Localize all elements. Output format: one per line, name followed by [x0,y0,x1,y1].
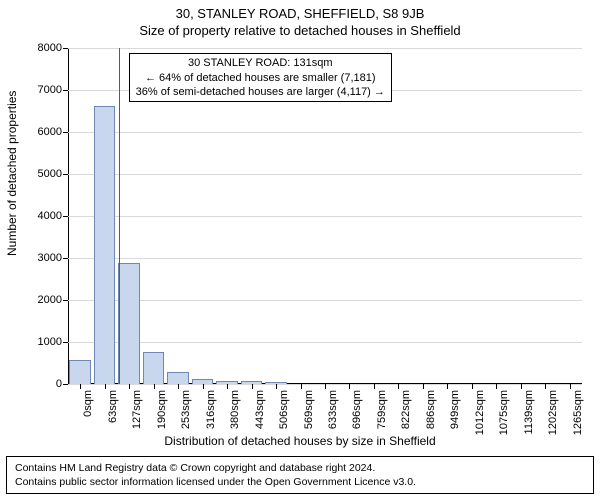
xtick-mark [154,384,155,389]
ytick-mark [63,174,68,175]
ytick-label: 2000 [38,294,62,306]
grid-line [68,216,582,217]
xtick-label: 949sqm [449,390,461,429]
xtick-mark [521,384,522,389]
ytick-mark [63,258,68,259]
xtick-label: 443sqm [254,390,266,429]
chart-container: Number of detached properties 0100020003… [0,42,600,454]
grid-line [68,174,582,175]
grid-line [68,48,582,49]
xtick-label: 253sqm [180,390,192,429]
footer-attribution: Contains HM Land Registry data © Crown c… [6,456,594,494]
xtick-label: 1265sqm [572,390,584,435]
ytick-mark [63,90,68,91]
annotation-line-1: 30 STANLEY ROAD: 131sqm [136,56,385,70]
marker-line [119,48,120,384]
ytick-label: 0 [56,378,62,390]
ytick-label: 8000 [38,42,62,54]
grid-line [68,258,582,259]
footer-line-2: Contains public sector information licen… [15,475,585,489]
xtick-label: 127sqm [131,390,143,429]
xtick-label: 506sqm [278,390,290,429]
bar [69,360,91,384]
ytick-label: 7000 [38,84,62,96]
xtick-mark [105,384,106,389]
xtick-mark [545,384,546,389]
page-subtitle: Size of property relative to detached ho… [0,21,600,38]
x-axis-label: Distribution of detached houses by size … [0,434,600,448]
xtick-label: 1139sqm [523,390,535,434]
xtick-label: 822sqm [400,390,412,429]
xtick-label: 633sqm [327,390,339,429]
page-title: 30, STANLEY ROAD, SHEFFIELD, S8 9JB [0,0,600,21]
xtick-label: 1012sqm [474,390,486,435]
xtick-label: 1202sqm [547,390,559,435]
xtick-label: 569sqm [303,390,315,429]
ytick-mark [63,342,68,343]
xtick-mark [129,384,130,389]
grid-line [68,132,582,133]
xtick-mark [570,384,571,389]
xtick-label: 190sqm [156,390,168,429]
xtick-mark [423,384,424,389]
xtick-mark [349,384,350,389]
bar [167,372,189,384]
xtick-label: 696sqm [351,390,363,429]
xtick-label: 316sqm [205,390,217,429]
ytick-label: 6000 [38,126,62,138]
xtick-mark [472,384,473,389]
ytick-mark [63,384,68,385]
xtick-mark [227,384,228,389]
xtick-label: 63sqm [107,390,119,423]
bar [94,106,116,384]
annotation-box: 30 STANLEY ROAD: 131sqm← 64% of detached… [129,53,392,102]
bar [118,263,140,384]
ytick-mark [63,48,68,49]
ytick-mark [63,132,68,133]
xtick-mark [398,384,399,389]
grid-line [68,300,582,301]
xtick-label: 380sqm [229,390,241,429]
ytick-mark [63,300,68,301]
bar [143,352,165,384]
ytick-label: 5000 [38,168,62,180]
xtick-mark [252,384,253,389]
xtick-mark [496,384,497,389]
annotation-line-2: ← 64% of detached houses are smaller (7,… [136,71,385,85]
xtick-mark [178,384,179,389]
xtick-mark [447,384,448,389]
xtick-mark [374,384,375,389]
grid-line [68,342,582,343]
xtick-mark [325,384,326,389]
ytick-label: 4000 [38,210,62,222]
xtick-label: 759sqm [376,390,388,429]
footer-line-1: Contains HM Land Registry data © Crown c… [15,461,585,475]
ytick-mark [63,216,68,217]
ytick-label: 3000 [38,252,62,264]
xtick-mark [276,384,277,389]
xtick-label: 1075sqm [498,390,510,435]
xtick-mark [203,384,204,389]
xtick-mark [301,384,302,389]
ytick-label: 1000 [38,336,62,348]
xtick-label: 886sqm [425,390,437,429]
xtick-label: 0sqm [82,390,94,417]
annotation-line-3: 36% of semi-detached houses are larger (… [136,85,385,99]
plot-area: 0100020003000400050006000700080000sqm63s… [68,48,582,384]
y-axis-label: Number of detached properties [5,91,19,256]
xtick-mark [80,384,81,389]
